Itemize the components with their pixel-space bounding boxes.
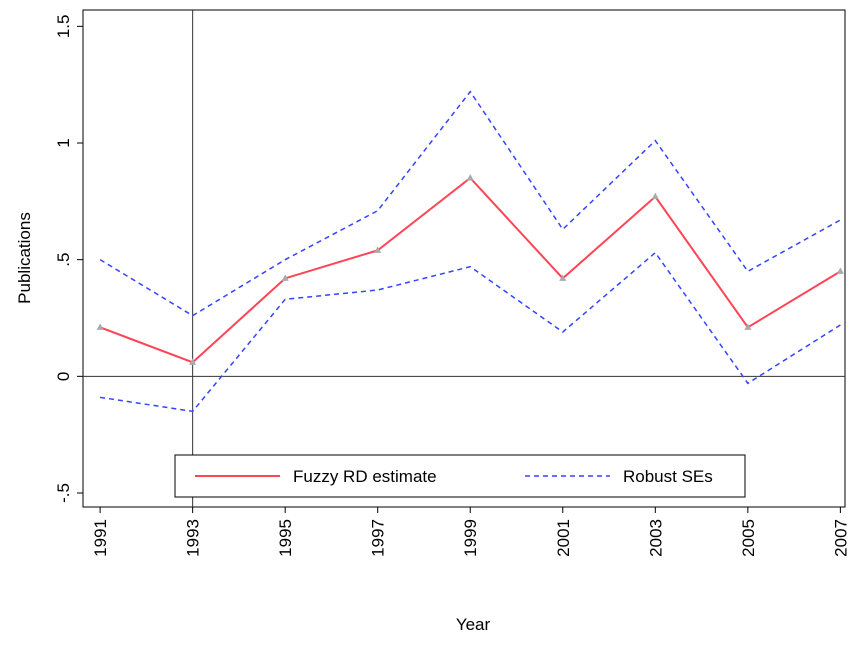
plot-frame [82, 9, 846, 508]
y-tick-label: -.5 [54, 483, 73, 503]
x-tick-label: 1991 [91, 519, 110, 557]
point-marker [651, 192, 659, 200]
y-tick-label: 0 [54, 372, 73, 381]
point-marker [559, 274, 567, 281]
x-tick-label: 1995 [276, 519, 295, 557]
point-marker [189, 358, 197, 365]
x-tick-label: 1993 [184, 519, 203, 557]
point-marker [374, 246, 382, 253]
ci-lower-line [100, 251, 841, 413]
legend-label: Robust SEs [623, 467, 713, 486]
legend-label: Fuzzy RD estimate [293, 467, 437, 486]
x-tick-label: 2007 [831, 519, 850, 557]
y-axis-label: Publications [15, 212, 34, 304]
x-tick-label: 2005 [739, 519, 758, 557]
x-tick-label: 2003 [646, 519, 665, 557]
point-marker [836, 267, 844, 274]
point-marker [96, 323, 104, 330]
point-marker [281, 274, 289, 281]
y-tick-label: 1 [54, 138, 73, 147]
y-tick-label: .5 [54, 253, 73, 267]
x-tick-label: 1999 [461, 519, 480, 557]
x-tick-label: 1997 [369, 519, 388, 557]
ci-upper-line [99, 90, 841, 317]
point-marker [466, 174, 474, 181]
x-axis-label: Year [456, 615, 491, 634]
y-tick-label: 1.5 [54, 15, 73, 39]
x-tick-label: 2001 [554, 519, 573, 557]
point-marker [744, 323, 752, 330]
